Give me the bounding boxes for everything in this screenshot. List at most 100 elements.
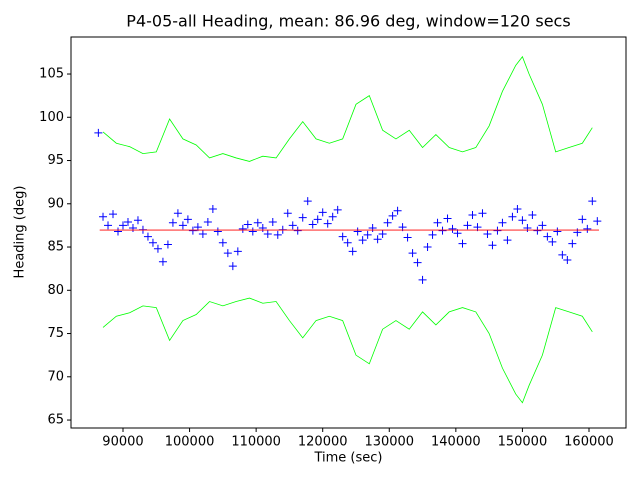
point — [508, 212, 517, 221]
x-tick-label: 120000 — [298, 435, 348, 450]
point — [568, 239, 577, 248]
x-tick-label: 150000 — [498, 435, 548, 450]
point — [368, 224, 377, 233]
point — [303, 197, 312, 206]
point — [358, 236, 367, 245]
point — [258, 224, 267, 233]
point — [373, 235, 382, 244]
point — [363, 230, 372, 239]
y-tick-label: 85 — [47, 240, 64, 255]
point — [503, 236, 512, 245]
point — [243, 220, 252, 229]
point — [438, 226, 447, 235]
point — [348, 247, 357, 256]
point — [458, 239, 467, 248]
point — [208, 204, 217, 213]
point — [418, 275, 427, 284]
point — [593, 217, 602, 226]
point — [313, 215, 322, 224]
y-tick-label: 100 — [39, 110, 64, 125]
point — [273, 230, 282, 239]
x-tick-label: 90000 — [102, 435, 143, 450]
point — [308, 220, 317, 229]
point — [488, 241, 497, 250]
point — [323, 219, 332, 228]
point — [158, 257, 167, 266]
point — [468, 211, 477, 220]
point — [283, 209, 292, 218]
x-tick-label: 110000 — [231, 435, 281, 450]
point — [213, 227, 222, 236]
point — [318, 208, 327, 217]
point — [328, 212, 337, 221]
point — [188, 226, 197, 235]
point — [123, 217, 132, 226]
point — [583, 224, 592, 233]
point — [448, 224, 457, 233]
point — [143, 232, 152, 241]
point — [408, 249, 417, 258]
point — [233, 247, 242, 256]
point — [183, 215, 192, 224]
x-axis-label: Time (sec) — [313, 451, 382, 466]
axes-frame — [70, 36, 627, 429]
point — [173, 209, 182, 218]
line — [102, 55, 593, 162]
y-tick-label: 75 — [47, 326, 64, 341]
point — [153, 244, 162, 253]
point — [478, 209, 487, 218]
point — [99, 212, 108, 221]
point — [513, 204, 522, 213]
point — [443, 214, 452, 223]
point — [533, 226, 542, 235]
point — [433, 218, 442, 227]
y-tick-label: 90 — [47, 196, 64, 211]
point — [288, 221, 297, 230]
point — [538, 221, 547, 230]
point — [223, 249, 232, 258]
y-tick-label: 105 — [39, 67, 64, 82]
point — [463, 221, 472, 230]
y-tick-label: 80 — [47, 283, 64, 298]
point — [578, 215, 587, 224]
point — [483, 230, 492, 239]
point — [203, 217, 212, 226]
point — [413, 258, 422, 267]
point — [109, 210, 118, 219]
point — [563, 256, 572, 265]
point — [94, 128, 103, 137]
point — [453, 229, 462, 238]
point — [253, 218, 262, 227]
point — [343, 238, 352, 247]
x-tick-label: 130000 — [364, 435, 414, 450]
point — [148, 238, 157, 247]
point — [548, 237, 557, 246]
x-tick-label: 140000 — [431, 435, 481, 450]
point — [118, 221, 127, 230]
y-tick-label: 95 — [47, 153, 64, 168]
y-tick-label: 65 — [47, 413, 64, 428]
point — [333, 205, 342, 214]
point — [528, 211, 537, 220]
point — [268, 217, 277, 226]
y-axis-label: Heading (deg) — [13, 186, 28, 279]
point — [168, 218, 177, 227]
point — [218, 238, 227, 247]
x-tick-label: 100000 — [165, 435, 215, 450]
point — [353, 227, 362, 236]
line — [102, 297, 593, 404]
point — [553, 227, 562, 236]
point — [378, 230, 387, 239]
point — [423, 243, 432, 252]
point — [498, 218, 507, 227]
point — [383, 218, 392, 227]
plot-area — [94, 55, 602, 404]
point — [178, 221, 187, 230]
point — [428, 230, 437, 239]
y-tick-label: 70 — [47, 369, 64, 384]
point — [133, 216, 142, 225]
point — [298, 213, 307, 222]
x-tick-label: 160000 — [564, 435, 614, 450]
